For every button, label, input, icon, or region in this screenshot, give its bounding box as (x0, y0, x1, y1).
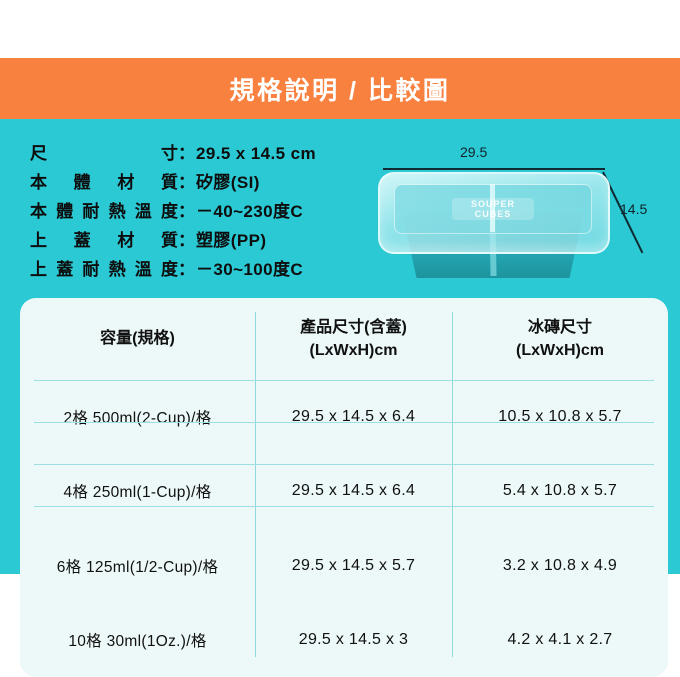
page-title: 規格說明 / 比較圖 (229, 76, 451, 105)
cell-cube-size: 5.4 x 10.8 x 5.7 (502, 482, 618, 500)
spec-row: 本 體 耐 熱 溫 度 ： －40~230度C (30, 197, 330, 226)
spec-label: 尺 寸 (30, 144, 178, 163)
cell-cube-size: 4.2 x 4.1 x 2.7 (507, 630, 613, 648)
spec-value: 29.5 x 14.5 cm (196, 144, 316, 163)
cell-cube-size: 10.5 x 10.8 x 5.7 (498, 408, 622, 426)
cell-capacity: 6格 125ml(1/2-Cup)/格 (56, 558, 219, 576)
spec-row: 上 蓋 耐 熱 溫 度 ： －30~100度C (30, 255, 330, 284)
spec-colon: ： (178, 202, 195, 221)
header-line-1: 產品尺寸(含蓋) (300, 318, 407, 336)
logo-line-1: SOUPER (470, 199, 515, 209)
table-row: 10格 30ml(1Oz.)/格 29.5 x 14.5 x 3 4.2 x 4… (20, 603, 668, 677)
table-row: 6格 125ml(1/2-Cup)/格 29.5 x 14.5 x 5.7 3.… (20, 529, 668, 603)
header-line-2: (LxWxH)cm (309, 342, 398, 359)
cell-capacity: 10格 30ml(1Oz.)/格 (68, 632, 207, 650)
cell-cube-size: 3.2 x 10.8 x 4.9 (502, 556, 618, 574)
table-row: 2格 500ml(2-Cup)/格 29.5 x 14.5 x 6.4 10.5… (20, 380, 668, 454)
section-banner: 規格說明 / 比較圖 (0, 58, 680, 119)
dimension-line-length (383, 168, 605, 170)
header-line-1: 冰磚尺寸 (527, 318, 592, 336)
cell-product-size: 29.5 x 14.5 x 3 (298, 630, 409, 648)
table-row: 4格 250ml(1-Cup)/格 29.5 x 14.5 x 6.4 5.4 … (20, 454, 668, 528)
spec-colon: ： (178, 260, 195, 279)
top-white-strip (0, 0, 680, 58)
spec-value: 矽膠(SI) (196, 173, 260, 192)
spec-value: －30~100度C (196, 260, 304, 279)
tray-lid-split (490, 184, 495, 232)
souper-cubes-logo: SOUPER CUBES (452, 198, 534, 220)
table-row-divider (34, 464, 654, 465)
spec-label: 本 體 材 質 (30, 173, 178, 192)
silicone-tray: SOUPER CUBES (378, 172, 610, 282)
spec-row: 本 體 材 質 ： 矽膠(SI) (30, 168, 330, 197)
column-header-product-size: 產品尺寸(含蓋) (LxWxH)cm (255, 298, 452, 380)
header-line-2: (LxWxH)cm (515, 342, 604, 359)
header-line-1: 容量(規格) (100, 330, 175, 348)
spec-colon: ： (178, 231, 195, 250)
tray-lid: SOUPER CUBES (378, 172, 610, 254)
cell-product-size: 29.5 x 14.5 x 5.7 (291, 556, 416, 574)
product-image: 29.5 14.5 SOUPER CUBES (370, 139, 670, 289)
spec-label: 本 體 耐 熱 溫 度 (30, 202, 178, 221)
specification-list: 尺 寸 ： 29.5 x 14.5 cm 本 體 材 質 ： 矽膠(SI) 本 … (30, 139, 330, 284)
spec-value: －40~230度C (196, 202, 304, 221)
spec-label: 上 蓋 材 質 (30, 231, 178, 250)
table-row-divider (34, 506, 654, 507)
comparison-table-card: 容量(規格) 產品尺寸(含蓋) (LxWxH)cm 冰磚尺寸 (LxWxH)cm… (20, 298, 668, 677)
cell-product-size: 29.5 x 14.5 x 6.4 (291, 408, 416, 426)
table-header-row: 容量(規格) 產品尺寸(含蓋) (LxWxH)cm 冰磚尺寸 (LxWxH)cm (20, 298, 668, 380)
spec-row: 尺 寸 ： 29.5 x 14.5 cm (30, 139, 330, 168)
table-row-divider (34, 380, 654, 381)
spec-row: 上 蓋 材 質 ： 塑膠(PP) (30, 226, 330, 255)
logo-line-2: CUBES (474, 209, 512, 219)
table-column-divider (452, 312, 453, 657)
spec-colon: ： (178, 173, 195, 192)
spec-label: 上 蓋 耐 熱 溫 度 (30, 260, 178, 279)
column-header-capacity: 容量(規格) (20, 298, 255, 380)
content-area: 尺 寸 ： 29.5 x 14.5 cm 本 體 材 質 ： 矽膠(SI) 本 … (0, 119, 680, 677)
dimension-label-width: 14.5 (620, 201, 648, 217)
cell-capacity: 2格 500ml(2-Cup)/格 (63, 410, 212, 428)
cell-capacity: 4格 250ml(1-Cup)/格 (63, 484, 212, 502)
cell-product-size: 29.5 x 14.5 x 6.4 (291, 482, 416, 500)
dimension-label-length: 29.5 (460, 144, 488, 160)
spec-value: 塑膠(PP) (196, 231, 267, 250)
comparison-table: 容量(規格) 產品尺寸(含蓋) (LxWxH)cm 冰磚尺寸 (LxWxH)cm… (20, 298, 668, 677)
table-row-divider (34, 422, 654, 423)
column-header-cube-size: 冰磚尺寸 (LxWxH)cm (452, 298, 668, 380)
spec-colon: ： (178, 144, 195, 163)
table-column-divider (255, 312, 256, 657)
